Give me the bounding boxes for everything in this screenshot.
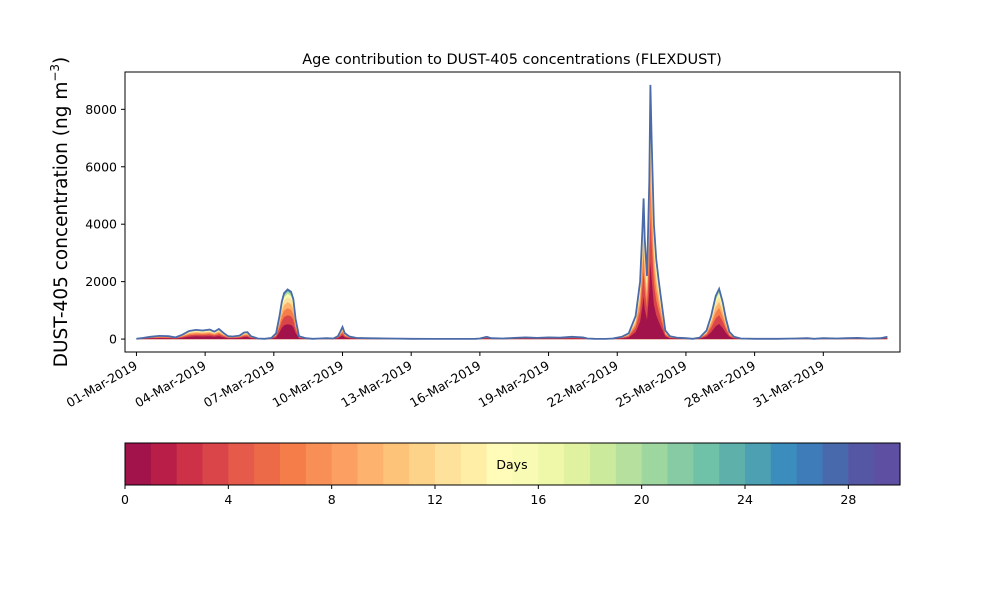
colorbar-label: Days bbox=[496, 457, 527, 472]
colorbar-tick-label: 16 bbox=[530, 492, 546, 507]
y-axis-label-main: DUST-405 concentration (ng m bbox=[51, 82, 72, 368]
x-tick-label: 28-Mar-2019 bbox=[682, 358, 758, 411]
colorbar-segment bbox=[435, 443, 462, 485]
x-tick-label: 13-Mar-2019 bbox=[338, 358, 414, 411]
colorbar-segment bbox=[538, 443, 565, 485]
x-tick-label: 31-Mar-2019 bbox=[750, 358, 826, 411]
colorbar-segment bbox=[357, 443, 384, 485]
colorbar-segment bbox=[822, 443, 849, 485]
age-layer-fill bbox=[136, 125, 888, 340]
y-axis-label: DUST-405 concentration (ng m−3) bbox=[48, 57, 72, 368]
colorbar-segment bbox=[305, 443, 333, 485]
colorbar-segment bbox=[693, 443, 720, 485]
y-tick-label: 6000 bbox=[85, 159, 117, 174]
colorbar-tick-label: 20 bbox=[634, 492, 650, 507]
colorbar-segment bbox=[874, 443, 901, 485]
colorbar-tick-label: 28 bbox=[840, 492, 856, 507]
colorbar-segment bbox=[150, 443, 178, 485]
chart-title: Age contribution to DUST-405 concentrati… bbox=[302, 52, 722, 68]
y-tick-label: 0 bbox=[109, 332, 117, 347]
total-series-line bbox=[136, 84, 888, 340]
colorbar-segment bbox=[512, 443, 539, 485]
x-tick-label: 22-Mar-2019 bbox=[544, 358, 620, 411]
axes: 0 2000 4000 6000 8000 01-Mar-201904-Mar-20190… bbox=[64, 71, 901, 411]
colorbar-segment bbox=[486, 443, 514, 485]
colorbar: 0 4 8 12 16 20 24 28 bbox=[121, 442, 901, 507]
plot-frame bbox=[124, 71, 901, 353]
age-layer-fill bbox=[136, 90, 888, 340]
age-layer-fill bbox=[136, 151, 888, 340]
colorbar-segment bbox=[202, 443, 229, 485]
colorbar-segment bbox=[409, 443, 436, 485]
colorbar-segment bbox=[331, 443, 359, 485]
age-layer-fill bbox=[136, 107, 888, 340]
colorbar-tick-label: 12 bbox=[427, 492, 443, 507]
x-tick-label: 04-Mar-2019 bbox=[132, 358, 208, 411]
y-tick-label: 2000 bbox=[85, 274, 117, 289]
colorbar-segment bbox=[280, 443, 307, 485]
colorbar-segment bbox=[125, 443, 152, 485]
colorbar-segment bbox=[848, 443, 875, 485]
y-tick-label: 4000 bbox=[85, 217, 117, 232]
colorbar-segment bbox=[667, 443, 694, 485]
colorbar-segment bbox=[383, 443, 410, 485]
colorbar-segment bbox=[719, 443, 746, 485]
colorbar-tick-label: 24 bbox=[737, 492, 753, 507]
colorbar-segment bbox=[745, 443, 772, 485]
colorbar-segment bbox=[460, 443, 488, 485]
colorbar-tick-label: 0 bbox=[121, 492, 129, 507]
colorbar-frame bbox=[124, 442, 901, 486]
colorbar-segment bbox=[796, 443, 824, 485]
colorbar-segment bbox=[770, 443, 798, 485]
colorbar-tick-label: 4 bbox=[224, 492, 232, 507]
colorbar-segment bbox=[254, 443, 281, 485]
colorbar-tick-label: 8 bbox=[328, 492, 336, 507]
x-tick-label: 10-Mar-2019 bbox=[270, 358, 346, 411]
x-tick-label: 25-Mar-2019 bbox=[613, 358, 689, 411]
colorbar-segment bbox=[641, 443, 669, 485]
colorbar-segment bbox=[590, 443, 617, 485]
x-tick-label: 16-Mar-2019 bbox=[407, 358, 483, 411]
x-tick-label: 07-Mar-2019 bbox=[201, 358, 277, 411]
age-layer-fill bbox=[136, 181, 888, 340]
y-tick-label: 8000 bbox=[85, 102, 117, 117]
age-layer-fill bbox=[136, 217, 888, 340]
x-tick-label: 19-Mar-2019 bbox=[476, 358, 552, 411]
colorbar-segment bbox=[564, 443, 591, 485]
age-layer-fill bbox=[136, 262, 888, 340]
y-axis-label-exponent: −3 bbox=[48, 64, 62, 82]
colorbar-segment bbox=[228, 443, 255, 485]
x-tick-label: 01-Mar-2019 bbox=[64, 358, 140, 411]
plot-area bbox=[136, 84, 888, 340]
age-layer-fill bbox=[136, 96, 888, 340]
colorbar-segment bbox=[176, 443, 204, 485]
colorbar-segment bbox=[615, 443, 643, 485]
y-axis-label-close: ) bbox=[51, 57, 72, 64]
